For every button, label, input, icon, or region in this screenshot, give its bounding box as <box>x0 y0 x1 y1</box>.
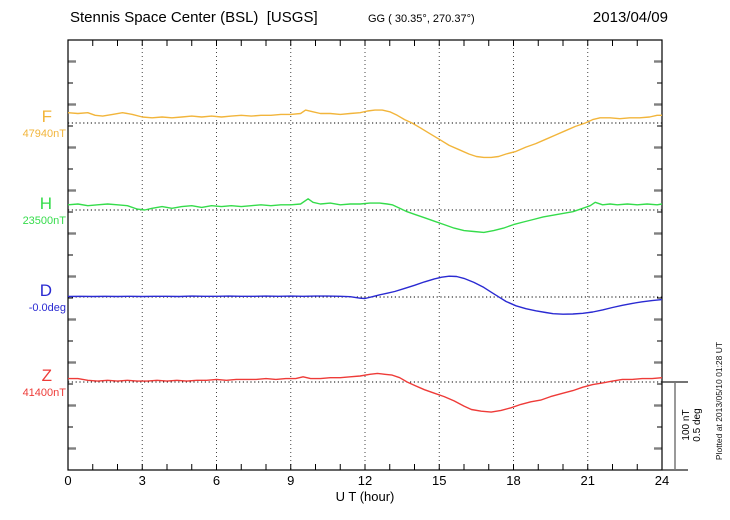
axis-frame <box>67 39 663 471</box>
channel-label-Z: Z 41400nT <box>0 366 66 401</box>
trace-F <box>67 109 662 159</box>
channel-label-F: F 47940nT <box>0 107 66 142</box>
x-tick-label: 0 <box>64 473 72 488</box>
trace-Z <box>68 372 663 413</box>
x-tick-label: 12 <box>357 473 373 488</box>
amplitude-ticks <box>68 60 662 450</box>
hour-ticks <box>92 40 638 470</box>
channel-letter-Z: Z <box>41 366 52 385</box>
channel-letter-D: D <box>39 281 52 300</box>
channel-letter-F: F <box>41 107 52 126</box>
scale-bar <box>662 381 688 471</box>
x-tick-label: 3 <box>138 473 146 488</box>
channel-label-H: H 23500nT <box>0 194 66 229</box>
x-tick-label: 15 <box>432 473 447 488</box>
x-axis-title: U T (hour) <box>335 489 395 504</box>
channel-reference-H: 23500nT <box>22 215 66 227</box>
channel-letter-H: H <box>39 194 52 213</box>
scale-deg-label: 0.5 deg <box>692 408 703 442</box>
trace-H <box>67 198 663 234</box>
x-tick-label: 9 <box>287 473 295 488</box>
trace-D <box>67 275 663 315</box>
x-tick-label: 24 <box>654 473 670 488</box>
scale-nt-label: 100 nT <box>681 409 692 441</box>
plot-date: 2013/04/09 <box>592 9 668 26</box>
x-tick-label: 18 <box>506 473 521 488</box>
channel-reference-Z: 41400nT <box>22 387 66 399</box>
channel-reference-D: -0.0deg <box>28 302 66 314</box>
scale-bar-label: 100 nT 0.5 deg <box>681 402 703 448</box>
channel-label-D: D -0.0deg <box>0 281 66 316</box>
x-tick-label: 21 <box>580 473 595 488</box>
plotted-at-note: Plotted at 2013/05/10 01:28 UT <box>714 341 724 461</box>
observatory-coordinates: GG ( 30.35°, 270.37°) <box>368 13 475 25</box>
station-title: Stennis Space Center (BSL) [USGS] <box>70 9 318 26</box>
x-axis-tick-labels: 0 3 6 9 12 15 18 21 24 <box>0 473 730 489</box>
gridlines <box>141 40 589 470</box>
x-tick-label: 6 <box>212 473 221 488</box>
channel-reference-F: 47940nT <box>22 128 66 140</box>
